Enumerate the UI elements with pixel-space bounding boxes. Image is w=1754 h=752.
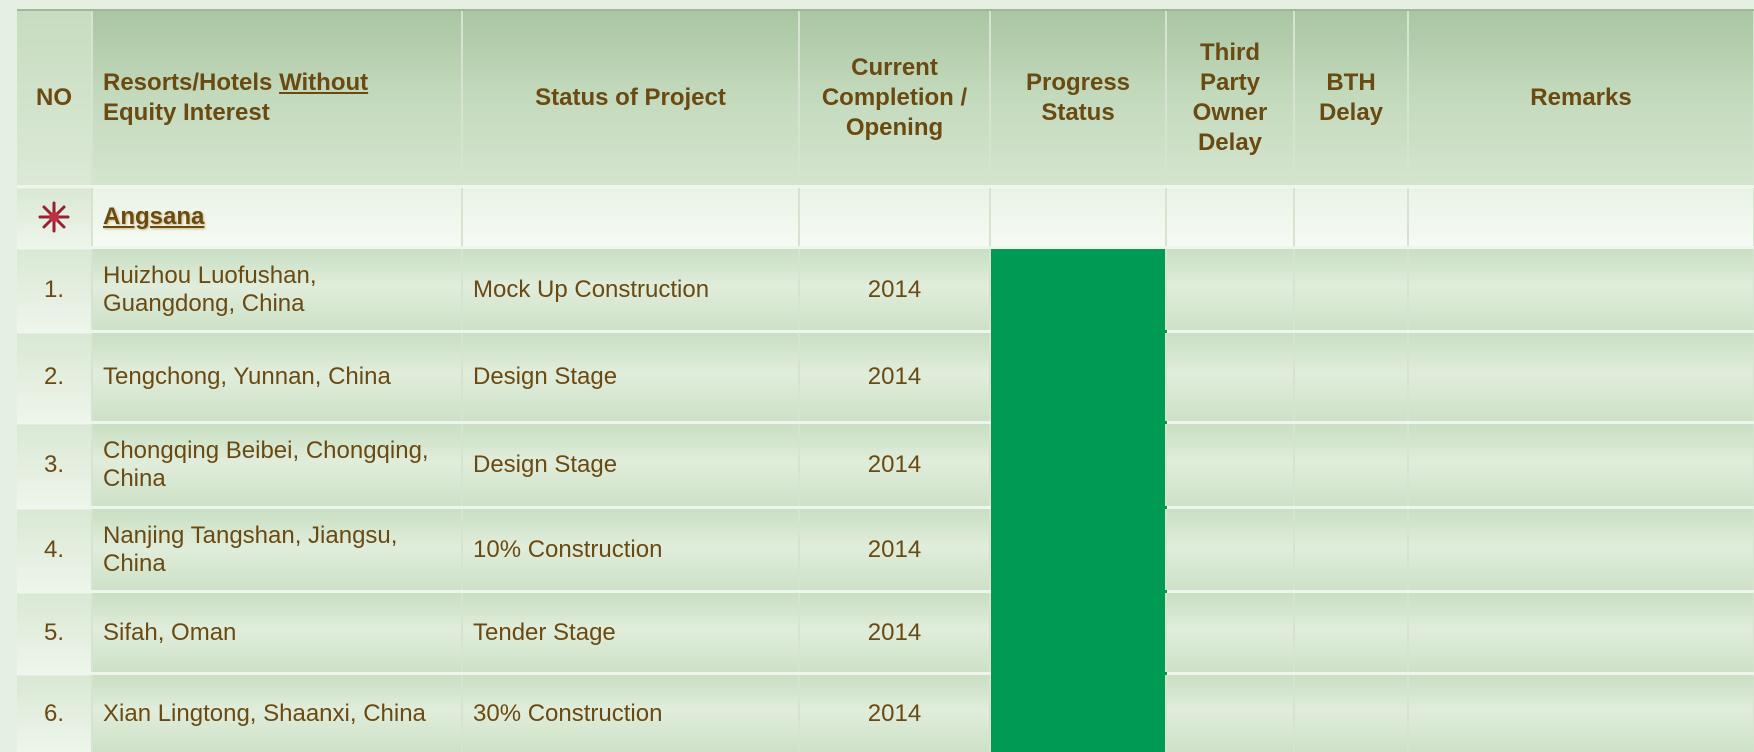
cell: Chongqing Beibei, Chongqing, China <box>92 423 462 508</box>
project-table: NO Resorts/Hotels Without Equity Interest S… <box>17 11 1754 752</box>
cell: Mock Up Construction <box>462 248 799 332</box>
empty-cell <box>1408 248 1754 332</box>
header-cell: Resorts/Hotels Without Equity Interest <box>92 11 462 187</box>
cell: Design Stage <box>462 332 799 423</box>
cell: 2014 <box>799 592 990 674</box>
cell: 2014 <box>799 508 990 592</box>
progress-status-cell <box>990 423 1166 508</box>
header-row: NO Resorts/Hotels Without Equity Interest S… <box>17 11 1754 187</box>
header-text: Resorts/Hotels <box>103 69 272 96</box>
cell: 6. <box>17 674 92 752</box>
cell: Huizhou Luofushan, Guangdong, China <box>92 248 462 332</box>
empty-cell <box>1294 592 1408 674</box>
empty-cell <box>1294 332 1408 423</box>
progress-status-cell <box>990 674 1166 752</box>
empty-cell <box>1294 423 1408 508</box>
empty-cell <box>1408 423 1754 508</box>
cell: 2014 <box>799 248 990 332</box>
empty-cell <box>1294 248 1408 332</box>
cell: 1. <box>17 248 92 332</box>
empty-cell <box>1408 332 1754 423</box>
progress-status-cell <box>990 592 1166 674</box>
header-cell: Status of Project <box>462 11 799 187</box>
empty-cell <box>1294 508 1408 592</box>
empty-cell <box>1294 674 1408 752</box>
empty-cell <box>1166 248 1294 332</box>
cell: Xian Lingtong, Shaanxi, China <box>92 674 462 752</box>
progress-status-cell <box>990 508 1166 592</box>
cell: Tender Stage <box>462 592 799 674</box>
header-text: Equity Interest <box>103 99 270 126</box>
header-cell: NO <box>17 11 92 187</box>
cell: Sifah, Oman <box>92 592 462 674</box>
progress-status-cell <box>990 332 1166 423</box>
header-cell: Third Party Owner Delay <box>1166 11 1294 187</box>
cell: 4. <box>17 508 92 592</box>
section-row: Angsana <box>17 187 1754 248</box>
empty-cell <box>1408 592 1754 674</box>
cell: 10% Construction <box>462 508 799 592</box>
cell: Nanjing Tangshan, Jiangsu, China <box>92 508 462 592</box>
section-label: Angsana <box>103 203 204 230</box>
empty-cell <box>1166 332 1294 423</box>
table-frame: NO Resorts/Hotels Without Equity Interest S… <box>17 9 1754 752</box>
cell: 2014 <box>799 674 990 752</box>
cell: 2. <box>17 332 92 423</box>
section-cell: Angsana <box>92 187 462 248</box>
angsana-icon <box>37 200 71 234</box>
table-body: Angsana 1.Huizhou Luofushan, Guangdong, … <box>17 187 1754 752</box>
cell: 5. <box>17 592 92 674</box>
header-underlined: Without <box>279 69 368 96</box>
empty-cell <box>1408 674 1754 752</box>
section-icon-cell <box>17 187 92 248</box>
empty-cell <box>1166 674 1294 752</box>
cell: Tengchong, Yunnan, China <box>92 332 462 423</box>
cell: 2014 <box>799 332 990 423</box>
cell: 3. <box>17 423 92 508</box>
header-cell: BTH Delay <box>1294 11 1408 187</box>
cell: Design Stage <box>462 423 799 508</box>
header-cell: Current Completion / Opening <box>799 11 990 187</box>
empty-cell <box>1408 508 1754 592</box>
cell: 2014 <box>799 423 990 508</box>
progress-status-cell <box>990 248 1166 332</box>
empty-cell <box>1166 423 1294 508</box>
header-cell: Progress Status <box>990 11 1166 187</box>
cell: 30% Construction <box>462 674 799 752</box>
empty-cell <box>1166 592 1294 674</box>
empty-cell <box>1166 508 1294 592</box>
header-cell: Remarks <box>1408 11 1754 187</box>
